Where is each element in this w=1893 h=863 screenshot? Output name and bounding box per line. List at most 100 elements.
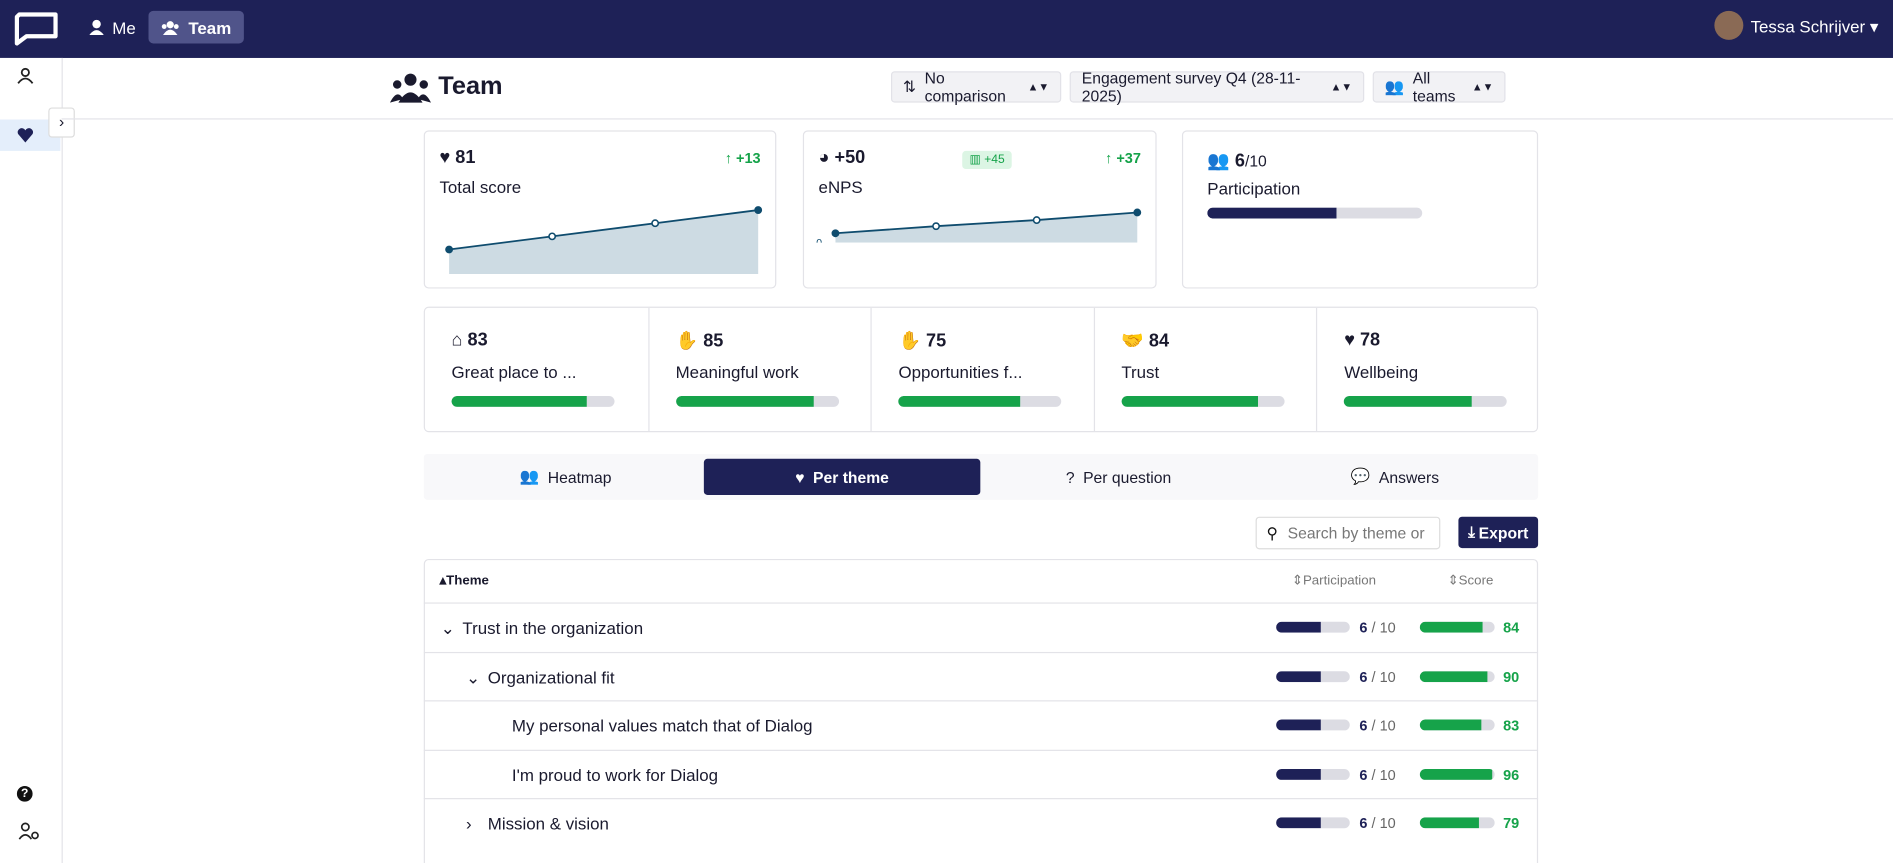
kpi-value: ◕ +50	[818, 147, 866, 168]
progress-fill	[1419, 621, 1483, 633]
score-value: 96	[1503, 766, 1520, 784]
table	[423, 558, 1539, 863]
page-title: Team	[438, 72, 503, 101]
export-label: Export	[1478, 523, 1529, 542]
tab-label: Answers	[1378, 467, 1440, 486]
row-label: Trust in the organization	[462, 618, 644, 638]
tab[interactable]: ? Per question	[1065, 467, 1172, 486]
progress-track	[1276, 817, 1350, 829]
participation-total: 10	[1379, 815, 1396, 833]
nav-label: Me	[112, 17, 136, 37]
filter-label: Engagement survey Q4 (28-11-2025)	[1081, 68, 1301, 106]
chevron[interactable]: ›	[466, 814, 472, 834]
theme-number: 85	[703, 330, 724, 352]
theme-label: Wellbeing	[1344, 362, 1419, 382]
chevron[interactable]: ⌄	[440, 618, 455, 638]
team-icon[interactable]	[14, 67, 36, 85]
tab[interactable]: 💬 Answers	[1350, 467, 1440, 486]
theme-number: 84	[1148, 330, 1170, 352]
progress-fill	[1276, 817, 1321, 829]
participation-value: 6	[1359, 668, 1368, 686]
progress-track	[1344, 395, 1508, 407]
theme-cell: ✋ 75 Opportunities f...	[870, 307, 1094, 432]
progress-fill	[1419, 768, 1492, 780]
line	[835, 211, 1138, 235]
delta-value: +37	[1116, 149, 1141, 167]
logo[interactable]	[12, 10, 60, 46]
row-label: Organizational fit	[487, 667, 615, 687]
participation-text: 6 / 10	[1359, 815, 1396, 833]
avatar[interactable]	[1714, 10, 1744, 40]
filter[interactable]: Engagement survey Q4 (28-11-2025) ▲▼	[1069, 68, 1365, 106]
participation-total: 10	[1379, 619, 1396, 637]
progress-fill	[1419, 670, 1488, 682]
table-row: I'm proud to work for Dialog2 6 / 10 96	[423, 749, 1539, 797]
participation-text: 6 / 10	[1359, 766, 1396, 784]
settings-icon[interactable]	[18, 822, 40, 840]
progress-fill	[1276, 621, 1321, 633]
theme-cell: ⌂ 83 Great place to ...	[425, 308, 648, 431]
user-name[interactable]: Tessa Schrijver ▾	[1750, 16, 1879, 37]
kpi-label: Participation	[1207, 178, 1301, 198]
filter-label: No comparison	[924, 68, 1006, 106]
user-label: Tessa Schrijver	[1750, 16, 1866, 37]
progress-fill	[1207, 207, 1337, 219]
column-header[interactable]: ⇕Score	[1447, 573, 1494, 588]
row-name: My personal values match that of Dialog2	[512, 716, 813, 735]
progress-fill	[1419, 719, 1482, 731]
point	[445, 245, 454, 254]
column-header[interactable]: ⇕Participation	[1291, 573, 1377, 588]
theme-label: Trust	[1121, 362, 1160, 382]
tab-label: Per question	[1083, 467, 1172, 486]
tab-label: Per theme	[813, 467, 889, 486]
participation-value: 6	[1359, 717, 1368, 735]
progress-track	[1276, 670, 1350, 682]
theme-value: ✋ 75	[898, 330, 947, 352]
point	[932, 222, 940, 231]
point	[754, 206, 763, 214]
row-name: I'm proud to work for Dialog2	[512, 765, 718, 784]
theme-label: Meaningful work	[675, 362, 799, 382]
tab[interactable]: 👥 Heatmap	[519, 467, 612, 486]
theme-cell: ♥ 78 Wellbeing	[1316, 307, 1539, 432]
search-box[interactable]: ⚲ Search by theme or	[1255, 516, 1441, 550]
nav-team[interactable]: Team	[148, 10, 244, 44]
progress-fill	[1276, 768, 1321, 780]
kpi-number: 81	[455, 147, 476, 168]
column-label: Theme	[446, 573, 489, 588]
chevron[interactable]: ⌄	[466, 667, 481, 687]
progress-track	[1419, 817, 1495, 829]
progress-track	[1207, 207, 1423, 219]
participation-total: 10	[1379, 766, 1396, 784]
header	[61, 58, 1893, 120]
progress-track	[1419, 621, 1495, 633]
nav-me[interactable]: Me	[77, 11, 148, 44]
help-icon[interactable]: ?	[16, 785, 33, 802]
top-bar: Me Team Tessa Schrijver ▾	[0, 0, 1893, 58]
score-value: 83	[1503, 717, 1520, 735]
progress-fill	[1344, 395, 1472, 407]
filter[interactable]: ⇅ No comparison ▲▼	[890, 68, 1062, 106]
progress-track	[1419, 670, 1495, 682]
theme-label: Great place to ...	[451, 362, 577, 382]
point	[1032, 216, 1041, 225]
export-button[interactable]: ⤓ Export	[1458, 516, 1539, 549]
row-label: Mission & vision	[487, 814, 609, 834]
y-tick-label: 0	[816, 237, 822, 242]
expand-button[interactable]: ›	[48, 107, 75, 138]
badge: ▥ +45	[962, 150, 1012, 170]
tab-label: Heatmap	[547, 467, 612, 486]
nav-label: Team	[188, 17, 232, 37]
tab[interactable]: ♥ Per theme	[703, 458, 981, 495]
themes-card: ⌂ 83 Great place to ... ✋ 85 Meaningful wor…	[423, 306, 1539, 433]
kpi-number: 6	[1234, 150, 1245, 172]
progress-track	[898, 395, 1062, 407]
theme-number: 78	[1359, 329, 1381, 351]
sparkline: 0	[816, 208, 1142, 243]
participation-text: 6 / 10	[1359, 619, 1396, 637]
filter[interactable]: 👥 All teams ▲▼	[1372, 69, 1506, 105]
column-header[interactable]: ▴Theme	[439, 573, 489, 588]
